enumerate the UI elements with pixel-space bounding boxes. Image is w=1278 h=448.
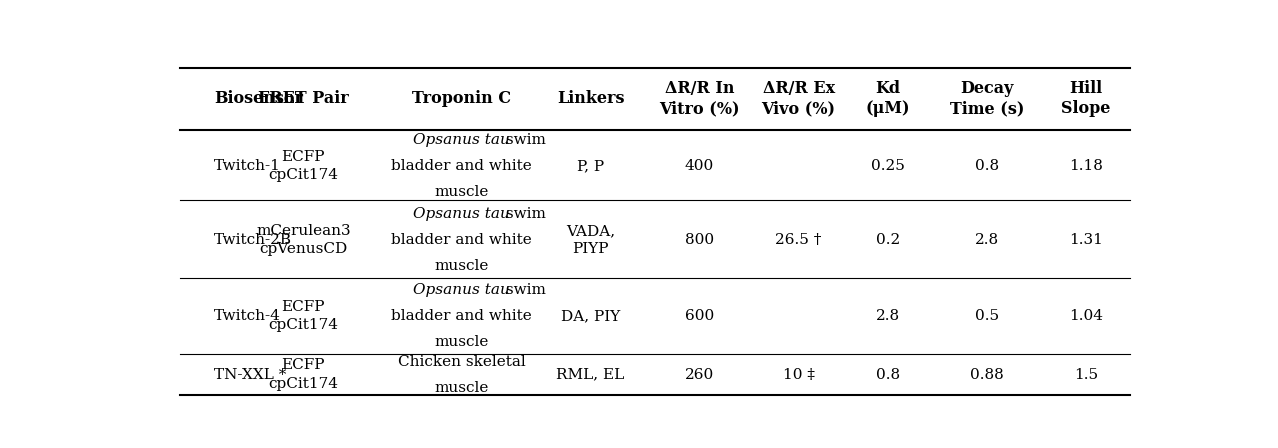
Text: P, P: P, P bbox=[578, 159, 604, 173]
Text: muscle: muscle bbox=[435, 335, 489, 349]
Text: muscle: muscle bbox=[435, 185, 489, 199]
Text: Hill
Slope: Hill Slope bbox=[1061, 80, 1111, 117]
Text: 800: 800 bbox=[685, 233, 714, 247]
Text: Twitch-4: Twitch-4 bbox=[215, 309, 281, 323]
Text: muscle: muscle bbox=[435, 380, 489, 395]
Text: Twitch-2B: Twitch-2B bbox=[215, 233, 293, 247]
Text: Opsanus tau: Opsanus tau bbox=[413, 207, 510, 221]
Text: DA, PIY: DA, PIY bbox=[561, 309, 620, 323]
Text: ECFP
cpCit174: ECFP cpCit174 bbox=[268, 300, 339, 332]
Text: 2.8: 2.8 bbox=[875, 309, 900, 323]
Text: swim: swim bbox=[501, 207, 546, 221]
Text: 10 ‡: 10 ‡ bbox=[782, 367, 814, 382]
Text: ECFP
cpCit174: ECFP cpCit174 bbox=[268, 150, 339, 182]
Text: 0.88: 0.88 bbox=[970, 367, 1003, 382]
Text: Troponin C: Troponin C bbox=[413, 90, 511, 107]
Text: 1.18: 1.18 bbox=[1068, 159, 1103, 173]
Text: 0.8: 0.8 bbox=[975, 159, 999, 173]
Text: 1.04: 1.04 bbox=[1068, 309, 1103, 323]
Text: Biosensor: Biosensor bbox=[215, 90, 303, 107]
Text: 0.2: 0.2 bbox=[875, 233, 900, 247]
Text: Decay
Time (s): Decay Time (s) bbox=[950, 80, 1024, 117]
Text: RML, EL: RML, EL bbox=[556, 367, 625, 382]
Text: 2.8: 2.8 bbox=[975, 233, 999, 247]
Text: 600: 600 bbox=[685, 309, 714, 323]
Text: Opsanus tau: Opsanus tau bbox=[413, 133, 510, 147]
Text: TN-XXL *: TN-XXL * bbox=[215, 367, 286, 382]
Text: FRET Pair: FRET Pair bbox=[258, 90, 349, 107]
Text: swim: swim bbox=[501, 133, 546, 147]
Text: 0.25: 0.25 bbox=[870, 159, 905, 173]
Text: 0.5: 0.5 bbox=[975, 309, 999, 323]
Text: 1.5: 1.5 bbox=[1074, 367, 1098, 382]
Text: muscle: muscle bbox=[435, 259, 489, 273]
Text: bladder and white: bladder and white bbox=[391, 233, 532, 247]
Text: VADA,
PIYP: VADA, PIYP bbox=[566, 224, 615, 256]
Text: 0.8: 0.8 bbox=[875, 367, 900, 382]
Text: 1.31: 1.31 bbox=[1068, 233, 1103, 247]
Text: Twitch-1: Twitch-1 bbox=[215, 159, 281, 173]
Text: ΔR/R Ex
Vivo (%): ΔR/R Ex Vivo (%) bbox=[762, 80, 836, 117]
Text: bladder and white: bladder and white bbox=[391, 309, 532, 323]
Text: bladder and white: bladder and white bbox=[391, 159, 532, 173]
Text: 260: 260 bbox=[685, 367, 714, 382]
Text: ECFP
cpCit174: ECFP cpCit174 bbox=[268, 358, 339, 391]
Text: ΔR/R In
Vitro (%): ΔR/R In Vitro (%) bbox=[659, 80, 740, 117]
Text: Linkers: Linkers bbox=[557, 90, 625, 107]
Text: Chicken skeletal: Chicken skeletal bbox=[397, 355, 525, 369]
Text: swim: swim bbox=[501, 283, 546, 297]
Text: mCerulean3
cpVenusCD: mCerulean3 cpVenusCD bbox=[256, 224, 350, 256]
Text: Kd
(μM): Kd (μM) bbox=[865, 80, 910, 117]
Text: 26.5 †: 26.5 † bbox=[776, 233, 822, 247]
Text: Opsanus tau: Opsanus tau bbox=[413, 283, 510, 297]
Text: 400: 400 bbox=[685, 159, 714, 173]
